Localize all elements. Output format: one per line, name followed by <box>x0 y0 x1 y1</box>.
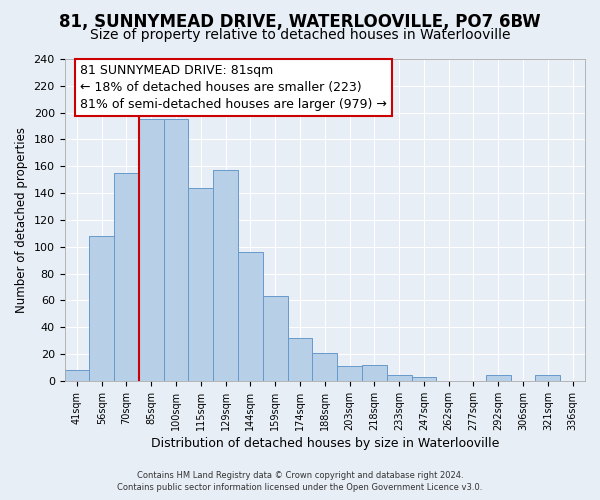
Bar <box>412 377 436 381</box>
Bar <box>139 120 164 381</box>
Y-axis label: Number of detached properties: Number of detached properties <box>15 127 28 313</box>
Bar <box>213 170 238 381</box>
Text: Size of property relative to detached houses in Waterlooville: Size of property relative to detached ho… <box>90 28 510 42</box>
Bar <box>65 370 89 381</box>
Bar <box>362 364 387 381</box>
Bar <box>89 236 114 381</box>
Bar <box>337 366 362 381</box>
Bar <box>188 188 213 381</box>
Bar <box>535 376 560 381</box>
Bar <box>486 376 511 381</box>
Text: Contains HM Land Registry data © Crown copyright and database right 2024.
Contai: Contains HM Land Registry data © Crown c… <box>118 471 482 492</box>
Bar <box>387 376 412 381</box>
Bar <box>164 120 188 381</box>
Bar <box>238 252 263 381</box>
X-axis label: Distribution of detached houses by size in Waterlooville: Distribution of detached houses by size … <box>151 437 499 450</box>
Bar <box>313 352 337 381</box>
Bar <box>287 338 313 381</box>
Text: 81, SUNNYMEAD DRIVE, WATERLOOVILLE, PO7 6BW: 81, SUNNYMEAD DRIVE, WATERLOOVILLE, PO7 … <box>59 12 541 30</box>
Text: 81 SUNNYMEAD DRIVE: 81sqm
← 18% of detached houses are smaller (223)
81% of semi: 81 SUNNYMEAD DRIVE: 81sqm ← 18% of detac… <box>80 64 387 111</box>
Bar <box>263 296 287 381</box>
Bar <box>114 173 139 381</box>
